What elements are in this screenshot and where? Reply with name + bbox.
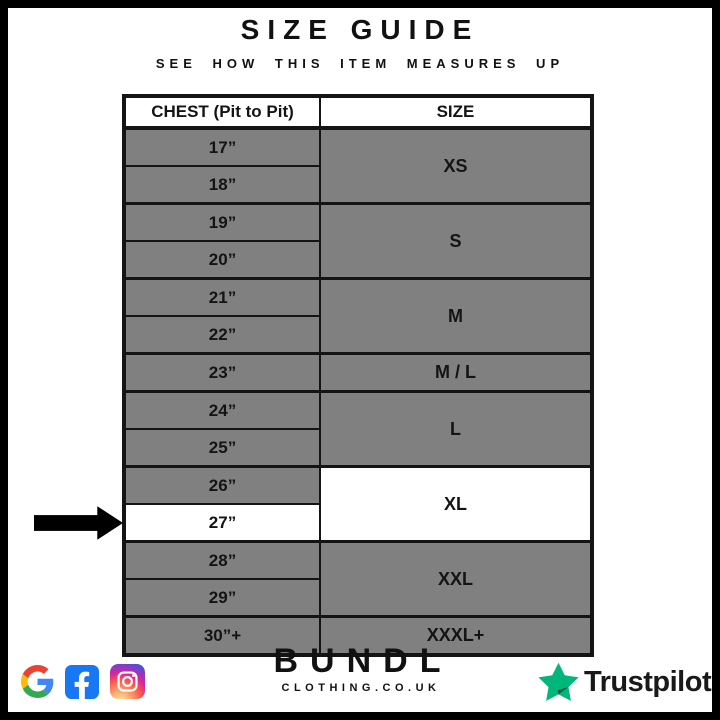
size-cell: S xyxy=(319,202,593,280)
size-value: L xyxy=(450,418,461,439)
table-row: 18” xyxy=(123,165,592,205)
table-row: 25” xyxy=(123,428,592,468)
chest-value: 22” xyxy=(208,324,237,344)
table-row: 29” xyxy=(123,578,592,618)
size-column-header: SIZE xyxy=(319,95,593,130)
chest-value: 19” xyxy=(208,212,237,232)
size-cell: XXL xyxy=(319,540,593,618)
size-value: M xyxy=(448,305,463,326)
chest-value: 30”+ xyxy=(203,625,242,645)
chest-column-header: CHEST (Pit to Pit) xyxy=(123,95,321,130)
chest-cell: 20” xyxy=(123,240,321,280)
chest-cell: 27” xyxy=(34,503,321,543)
size-value: XS xyxy=(443,155,468,176)
pointer-arrow-icon xyxy=(34,505,123,540)
chest-cell: 21” xyxy=(123,277,321,317)
chest-value: 28” xyxy=(208,550,237,570)
table-row: 26” XL xyxy=(123,465,593,543)
size-cell: XL xyxy=(319,465,593,543)
page-subtitle: SEE HOW THIS ITEM MEASURES UP xyxy=(155,56,565,71)
table-row: 27” xyxy=(34,503,592,543)
size-cell: L xyxy=(319,390,593,468)
chest-value: 25” xyxy=(208,437,237,457)
table-row: 23” M / L xyxy=(123,352,593,393)
table-row: 24” L xyxy=(123,390,593,468)
size-value: S xyxy=(449,230,462,251)
chest-value: 18” xyxy=(208,174,237,194)
chest-cell: 24” xyxy=(123,390,321,430)
chest-cell: 29” xyxy=(123,578,321,618)
brand-domain: CLOTHING.CO.UK xyxy=(281,682,441,694)
chest-cell: 28” xyxy=(123,540,321,580)
trustpilot-logo[interactable]: Trustpilot xyxy=(536,660,712,704)
chest-value: 20” xyxy=(208,249,237,269)
table-row: 22” xyxy=(123,315,592,355)
size-cell: M / L xyxy=(319,352,593,393)
trustpilot-label: Trustpilot xyxy=(584,665,712,698)
size-cell: XS xyxy=(319,126,593,205)
table-row: 30”+ XXXL+ xyxy=(123,615,593,656)
page-title: SIZE GUIDE xyxy=(240,14,480,45)
size-value: XXXL+ xyxy=(426,625,485,645)
chest-value: 29” xyxy=(208,587,237,607)
size-value: M / L xyxy=(435,362,476,382)
size-value: XL xyxy=(443,493,467,514)
chest-value: 17” xyxy=(208,137,237,157)
brand-name: BUNDL xyxy=(273,642,453,680)
chest-cell: 25” xyxy=(123,428,321,468)
chest-value: 21” xyxy=(208,287,237,307)
google-icon[interactable] xyxy=(21,665,54,698)
social-icons xyxy=(21,664,145,699)
table-row: 28” XXL xyxy=(123,540,593,618)
size-cell: M xyxy=(319,277,593,355)
size-table-body: 17” XS 18” 19” S 20” 21” M 22” 23” M / L 24” L 25” 26”… xyxy=(34,126,593,656)
chest-value: 27” xyxy=(208,512,237,532)
size-cell: XXXL+ xyxy=(319,615,593,656)
chest-value: 24” xyxy=(208,400,237,420)
brand-logo: BUNDL CLOTHING.CO.UK xyxy=(268,644,453,694)
chest-value: 23” xyxy=(208,362,237,382)
instagram-icon[interactable] xyxy=(110,664,145,699)
chest-cell: 22” xyxy=(123,315,321,355)
chest-cell: 23” xyxy=(123,352,321,393)
chest-cell: 18” xyxy=(123,165,321,205)
trustpilot-star-icon xyxy=(538,662,579,701)
chest-cell: 30”+ xyxy=(123,615,321,656)
chest-cell: 26” xyxy=(123,465,321,505)
table-header-row: CHEST (Pit to Pit) SIZE xyxy=(123,95,593,130)
size-table: CHEST (Pit to Pit) SIZE 17” XS 18” 19” S 20” 2… xyxy=(34,94,594,657)
facebook-icon[interactable] xyxy=(65,664,99,699)
table-row: 19” S xyxy=(123,202,593,280)
chest-value: 26” xyxy=(208,475,237,495)
table-row: 17” XS xyxy=(123,126,593,205)
chest-cell: 19” xyxy=(123,202,321,242)
table-row: 21” M xyxy=(123,277,593,355)
size-value: XXL xyxy=(437,568,473,589)
chest-cell: 17” xyxy=(123,126,321,167)
table-row: 20” xyxy=(123,240,592,280)
